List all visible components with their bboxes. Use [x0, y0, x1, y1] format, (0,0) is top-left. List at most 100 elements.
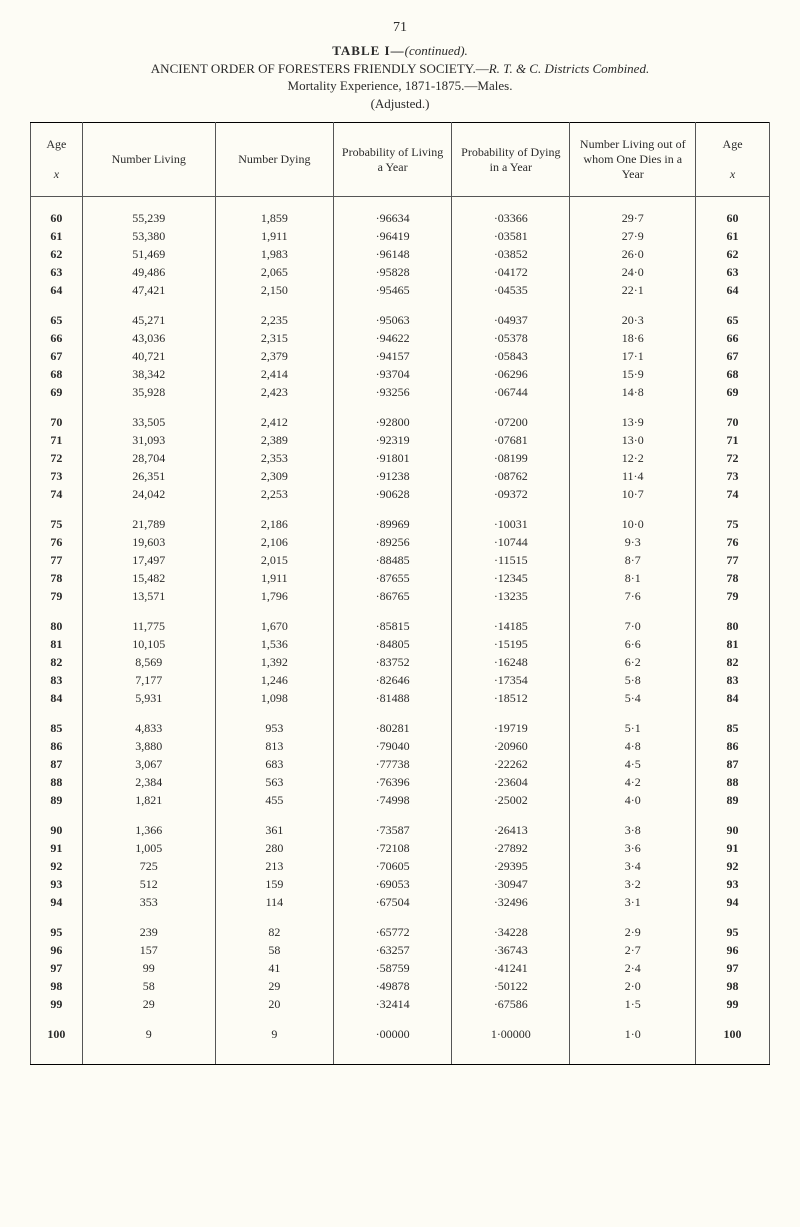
- table-row: 6349,4862,065·95828·0417224·063: [31, 263, 770, 281]
- cell-age-left: 75: [31, 515, 83, 533]
- cell-value: 2,389: [215, 431, 333, 449]
- cell-value: 10·7: [570, 485, 696, 503]
- cell-value: 6·2: [570, 653, 696, 671]
- sep-cell: [215, 707, 333, 719]
- group-separator: [31, 911, 770, 923]
- sep-cell: [696, 503, 770, 515]
- cell-value: ·77738: [333, 755, 451, 773]
- cell-value: ·06744: [452, 383, 570, 401]
- sep-cell: [452, 401, 570, 413]
- cell-value: 1,246: [215, 671, 333, 689]
- table-body: 6055,2391,859·96634·0336629·7606153,3801…: [31, 197, 770, 1065]
- cell-value: 1,911: [215, 227, 333, 245]
- cell-value: ·41241: [452, 959, 570, 977]
- cell-value: 725: [82, 857, 215, 875]
- sep-cell: [452, 1013, 570, 1025]
- cell-value: ·85815: [333, 617, 451, 635]
- cell-value: ·96148: [333, 245, 451, 263]
- society-it: R. T. & C. Districts Combined.: [489, 61, 649, 76]
- hdr-one-dies: Number Living out of whom One Dies in a …: [570, 123, 696, 197]
- cell-value: ·73587: [333, 821, 451, 839]
- group-separator: [31, 1013, 770, 1025]
- cell-value: 563: [215, 773, 333, 791]
- cell-value: 33,505: [82, 413, 215, 431]
- cell-age-right: 73: [696, 467, 770, 485]
- sep-cell: [452, 503, 570, 515]
- table-row: 891,821455·74998·250024·089: [31, 791, 770, 809]
- table-row: 911,005280·72108·278923·691: [31, 839, 770, 857]
- cell-value: 43,036: [82, 329, 215, 347]
- cell-value: 31,093: [82, 431, 215, 449]
- cell-value: ·22262: [452, 755, 570, 773]
- cell-value: 14·8: [570, 383, 696, 401]
- cell-value: ·03852: [452, 245, 570, 263]
- cell-value: 51,469: [82, 245, 215, 263]
- hdr-age-top: Age: [46, 137, 66, 151]
- cell-value: ·13235: [452, 587, 570, 605]
- cell-value: 9·3: [570, 533, 696, 551]
- sep-cell: [82, 503, 215, 515]
- cell-age-left: 60: [31, 209, 83, 227]
- sep-cell: [31, 707, 83, 719]
- cell-age-right: 89: [696, 791, 770, 809]
- cell-value: 2,253: [215, 485, 333, 503]
- cell-value: 47,421: [82, 281, 215, 299]
- sep-cell: [696, 605, 770, 617]
- cell-value: ·08762: [452, 467, 570, 485]
- sep-cell: [82, 707, 215, 719]
- cell-value: 27·9: [570, 227, 696, 245]
- cell-value: ·32496: [452, 893, 570, 911]
- cell-value: 953: [215, 719, 333, 737]
- cell-value: ·95828: [333, 263, 451, 281]
- cell-value: 38,342: [82, 365, 215, 383]
- cell-age-right: 94: [696, 893, 770, 911]
- cell-age-left: 91: [31, 839, 83, 857]
- table-row: 9615758·63257·367432·796: [31, 941, 770, 959]
- sep-cell: [82, 605, 215, 617]
- sep-cell: [696, 1013, 770, 1025]
- cell-age-left: 61: [31, 227, 83, 245]
- cell-value: 20: [215, 995, 333, 1013]
- table-row: 828,5691,392·83752·162486·282: [31, 653, 770, 671]
- cell-value: ·25002: [452, 791, 570, 809]
- table-label-suffix: (continued).: [405, 43, 468, 58]
- cell-value: ·12345: [452, 569, 570, 587]
- cell-age-left: 86: [31, 737, 83, 755]
- cell-value: ·04172: [452, 263, 570, 281]
- mortality-table: Age x Number Living Number Dying Probabi…: [30, 122, 770, 1065]
- cell-age-right: 64: [696, 281, 770, 299]
- sep-cell: [31, 1013, 83, 1025]
- cell-value: 353: [82, 893, 215, 911]
- cell-age-right: 72: [696, 449, 770, 467]
- cell-age-left: 92: [31, 857, 83, 875]
- cell-age-right: 86: [696, 737, 770, 755]
- cell-age-right: 70: [696, 413, 770, 431]
- cell-value: ·63257: [333, 941, 451, 959]
- sep-cell: [333, 401, 451, 413]
- sep-cell: [696, 1043, 770, 1065]
- sep-cell: [31, 197, 83, 210]
- sep-cell: [333, 911, 451, 923]
- sep-cell: [82, 401, 215, 413]
- sep-cell: [570, 809, 696, 821]
- sep-cell: [31, 299, 83, 311]
- cell-value: ·29395: [452, 857, 570, 875]
- hdr-prob-living: Probability of Living a Year: [333, 123, 451, 197]
- cell-value: 5·1: [570, 719, 696, 737]
- table-row: 882,384563·76396·236044·288: [31, 773, 770, 791]
- cell-value: ·93704: [333, 365, 451, 383]
- table-row: 7228,7042,353·91801·0819912·272: [31, 449, 770, 467]
- cell-age-left: 93: [31, 875, 83, 893]
- sep-cell: [570, 299, 696, 311]
- cell-value: 1,366: [82, 821, 215, 839]
- cell-value: 3,067: [82, 755, 215, 773]
- cell-value: 2,150: [215, 281, 333, 299]
- cell-value: 9: [82, 1025, 215, 1043]
- cell-value: ·00000: [333, 1025, 451, 1043]
- group-separator: [31, 299, 770, 311]
- hdr-number-living: Number Living: [82, 123, 215, 197]
- cell-age-right: 83: [696, 671, 770, 689]
- sep-cell: [570, 911, 696, 923]
- cell-age-right: 90: [696, 821, 770, 839]
- cell-value: 9: [215, 1025, 333, 1043]
